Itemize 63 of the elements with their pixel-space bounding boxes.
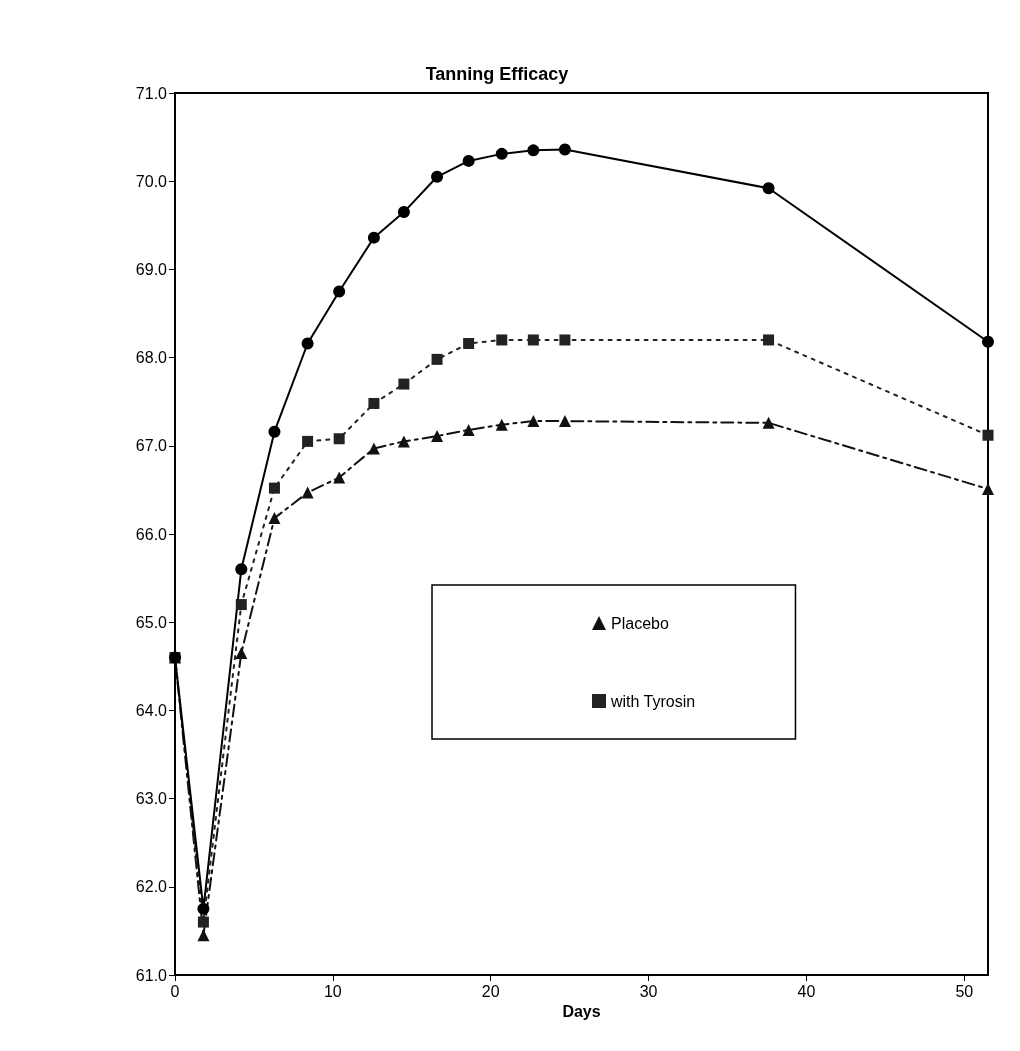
point xyxy=(235,563,248,576)
y-tick-label: 70.0 xyxy=(135,172,168,190)
point xyxy=(301,337,314,350)
point xyxy=(367,442,380,455)
point xyxy=(527,334,539,346)
y-tick-label: 67.0 xyxy=(135,437,168,455)
point xyxy=(762,182,775,195)
point xyxy=(559,334,571,346)
point xyxy=(462,423,475,436)
point xyxy=(367,231,380,244)
y-tick-label: 64.0 xyxy=(135,701,168,719)
legend-label: Placebo xyxy=(611,614,669,632)
point xyxy=(558,415,571,428)
point xyxy=(197,902,210,915)
point xyxy=(762,416,775,429)
point xyxy=(558,143,571,156)
point xyxy=(302,435,314,447)
point xyxy=(431,430,444,443)
x-tick-label: 10 xyxy=(323,982,342,1000)
point xyxy=(763,334,775,346)
y-tick-label: 69.0 xyxy=(135,260,168,278)
y-tick-label: 61.0 xyxy=(135,966,168,984)
legend-label: with Tyrosin xyxy=(610,692,696,710)
point xyxy=(463,337,475,349)
point xyxy=(235,647,248,660)
x-tick-label: 50 xyxy=(955,982,974,1000)
y-tick-label: 63.0 xyxy=(135,790,168,808)
point xyxy=(268,425,281,438)
x-tick-label: 30 xyxy=(639,982,658,1000)
point xyxy=(333,433,345,445)
point xyxy=(495,418,508,431)
x-tick-label: 40 xyxy=(797,982,816,1000)
y-tick-label: 66.0 xyxy=(135,525,168,543)
point xyxy=(197,916,209,928)
y-tick-label: 71.0 xyxy=(135,84,168,102)
point xyxy=(398,378,410,390)
point xyxy=(527,415,540,428)
y-tick-label: 65.0 xyxy=(135,613,168,631)
x-tick-label: 20 xyxy=(481,982,500,1000)
point xyxy=(527,144,540,157)
point xyxy=(982,335,994,348)
point xyxy=(431,170,444,183)
x-axis-title: Days xyxy=(562,1003,601,1021)
point xyxy=(397,435,410,448)
point xyxy=(368,397,380,409)
chart-title: Tanning Efficacy xyxy=(425,64,569,84)
point xyxy=(333,285,346,298)
point xyxy=(496,334,508,346)
point xyxy=(462,154,475,167)
point xyxy=(301,486,314,499)
y-tick-label: 68.0 xyxy=(135,349,168,367)
y-tick-label: 62.0 xyxy=(135,878,168,896)
point xyxy=(495,147,508,160)
point xyxy=(268,482,280,494)
point xyxy=(268,512,281,525)
point xyxy=(235,599,247,611)
point xyxy=(333,471,346,484)
point xyxy=(982,483,994,496)
point xyxy=(397,206,410,219)
x-tick-label: 0 xyxy=(170,982,180,1000)
point xyxy=(982,429,994,441)
point xyxy=(197,929,210,942)
point xyxy=(431,353,443,365)
